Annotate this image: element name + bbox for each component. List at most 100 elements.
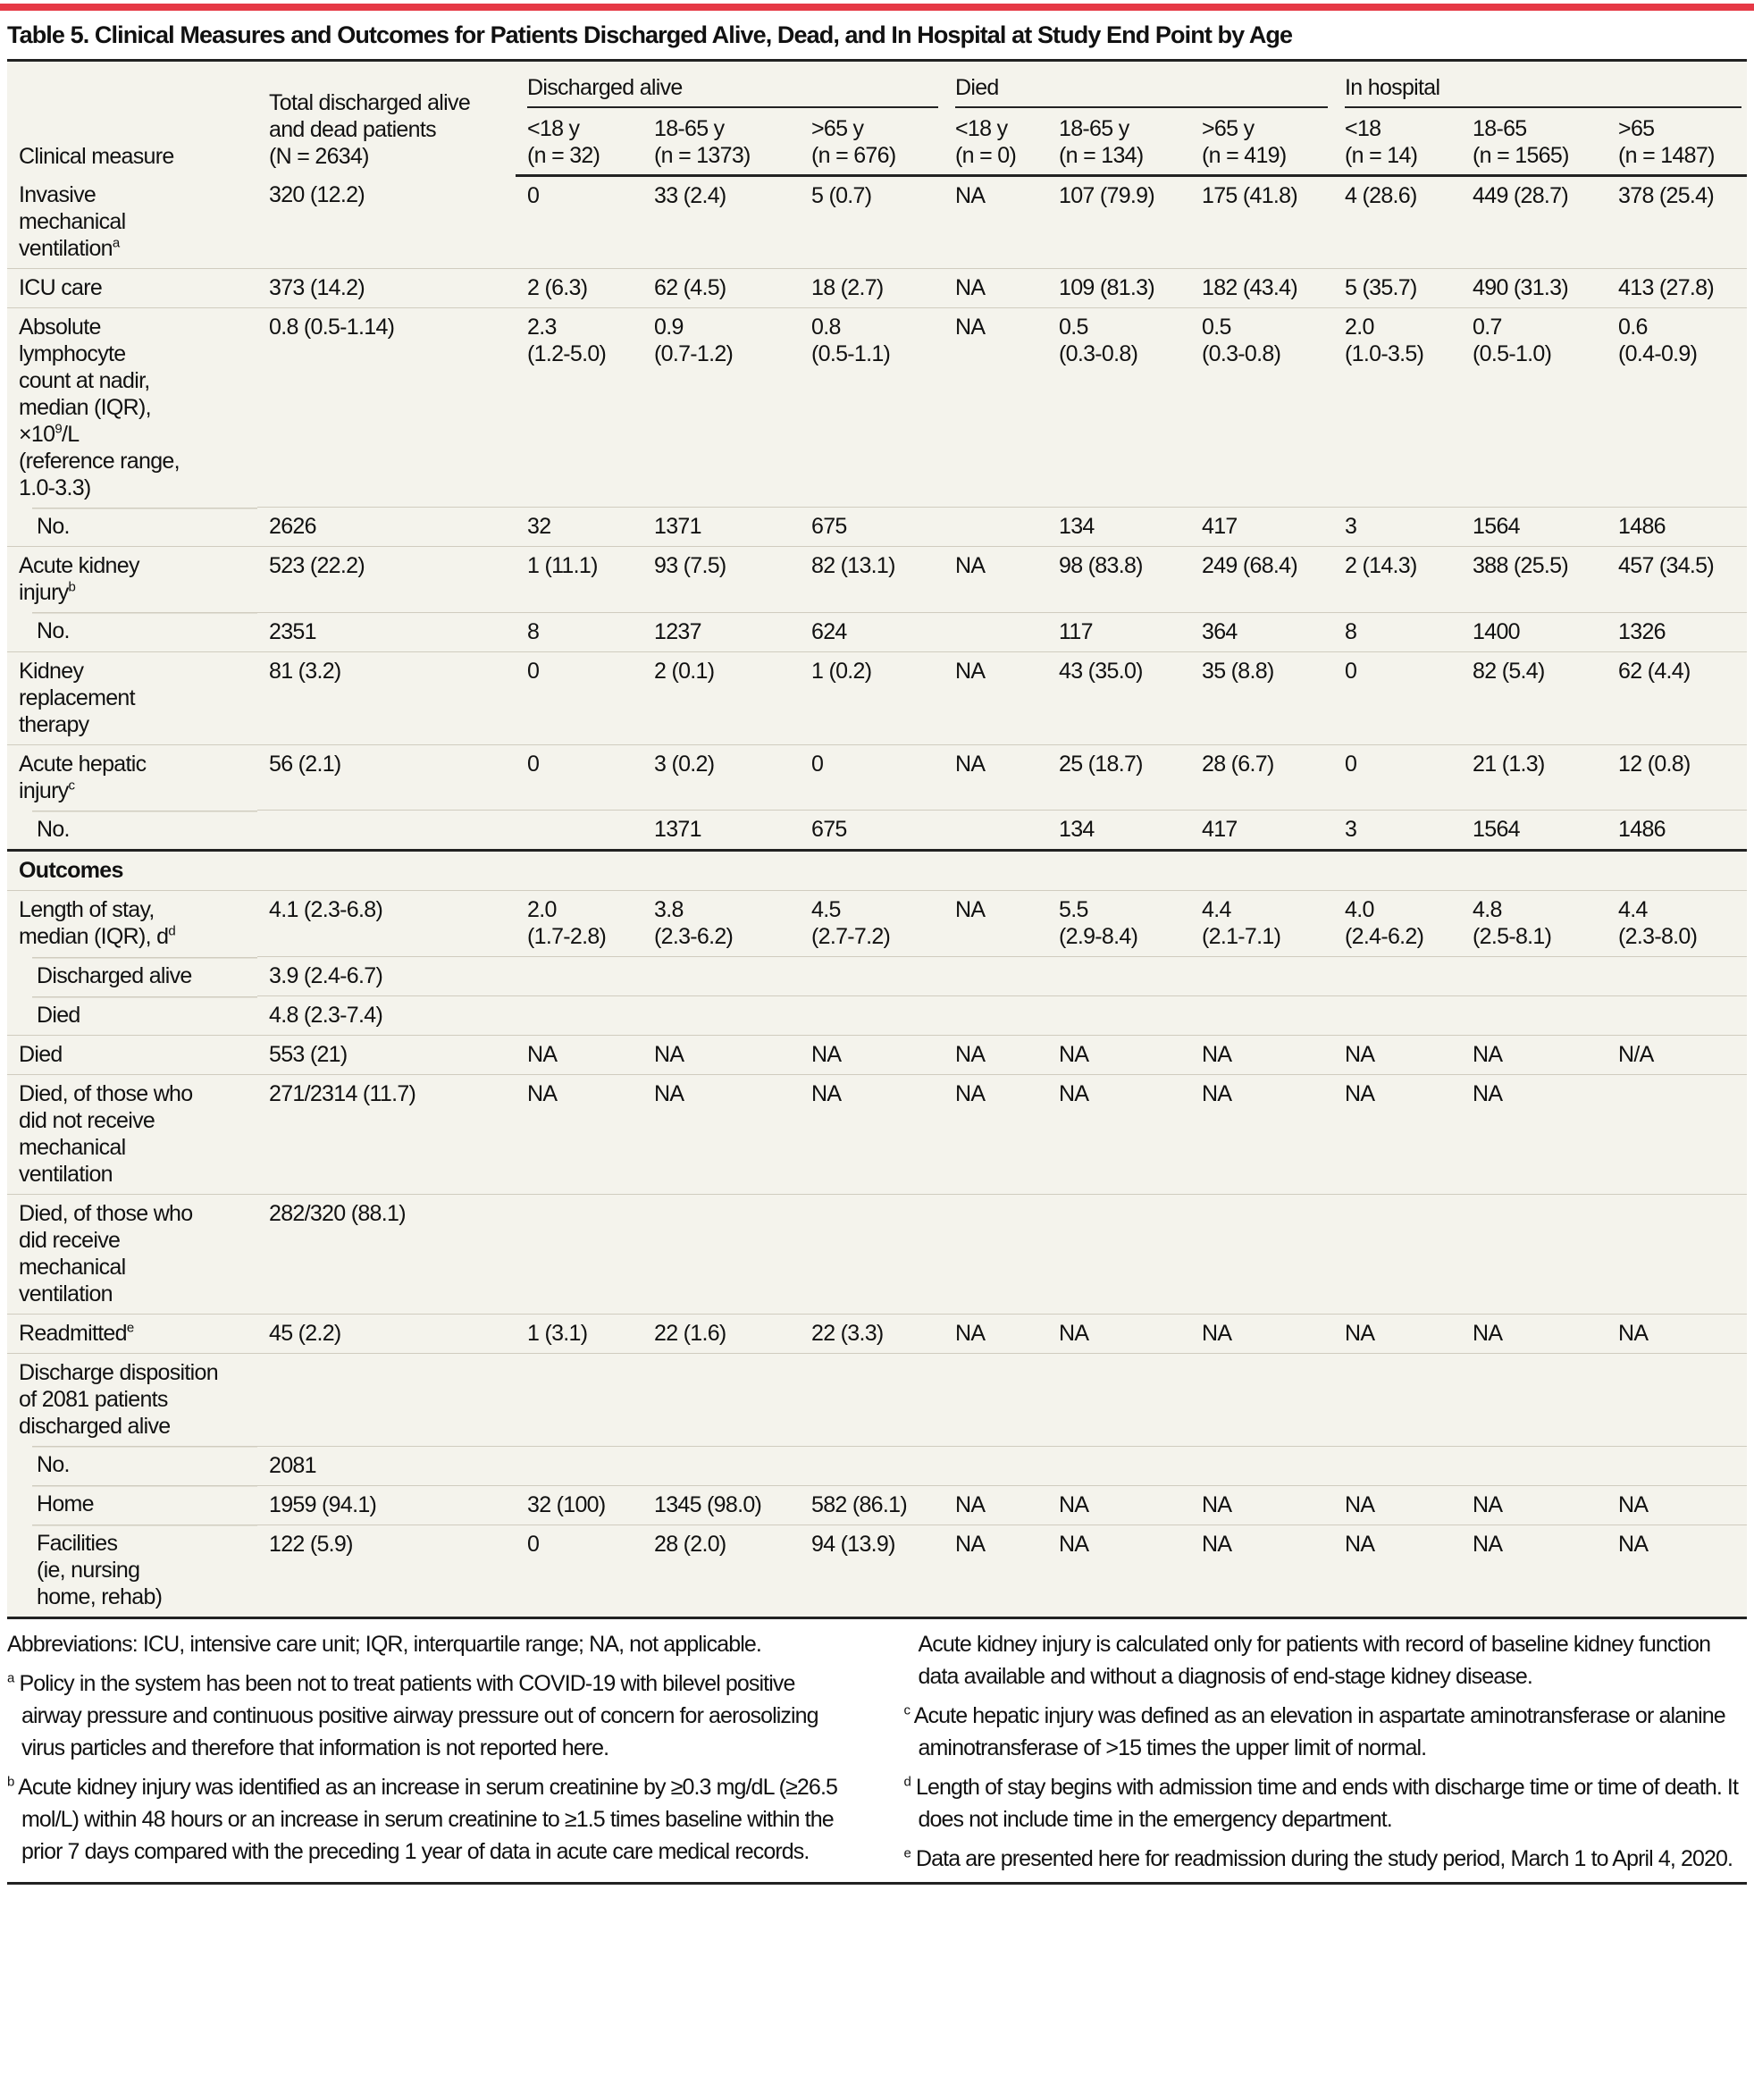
table-cell: 417: [1190, 507, 1334, 547]
row-label: Discharge disposition of 2081 patients d…: [7, 1353, 257, 1446]
row-label-text: No.: [37, 1452, 71, 1477]
table-cell: 81 (3.2): [257, 651, 516, 744]
table-cell: [516, 1445, 642, 1485]
footnote-marker: e: [903, 1845, 911, 1861]
table-cell: 675: [800, 810, 944, 851]
table-cell: 1400: [1461, 611, 1607, 651]
header-subcolumn: 18-65 (n = 1565): [1461, 112, 1607, 177]
row-label: Died: [7, 995, 257, 1036]
table-cell: [1047, 1445, 1191, 1485]
table-cell: 93 (7.5): [642, 546, 800, 612]
row-label: No.: [7, 1446, 257, 1485]
table-cell: 0: [516, 1524, 642, 1619]
table-cell: 0: [1333, 743, 1462, 811]
table-row: Length of stay, median (IQR), dd 4.1 (2.3…: [7, 890, 1748, 957]
row-label-text: /L (reference range, 1.0-3.3): [19, 421, 180, 500]
table-cell: 0: [1333, 651, 1462, 744]
table-row: Died, of those who did receive mechanica…: [7, 1194, 1748, 1315]
row-label-text: Acute hepatic injury: [19, 751, 147, 803]
table-cell: 175 (41.8): [1202, 183, 1298, 208]
table-cell: 5 (0.7): [811, 183, 872, 208]
abbreviations-note: Abbreviations: ICU, intensive care unit;…: [7, 1632, 762, 1657]
table-row: Acute hepatic injuryc 56 (2.1) 0 3 (0.2) 0 NA…: [7, 743, 1748, 811]
row-label: No.: [7, 810, 257, 851]
table-row: No. 2626 32 1371 675 134 417 3 1564 1486: [7, 507, 1748, 547]
table-cell: 523 (22.2): [257, 546, 516, 612]
table-cell: [1190, 1445, 1334, 1485]
table-cell: [516, 956, 642, 996]
table-cell: 12 (0.8): [1607, 743, 1748, 811]
footnote-marker: 9: [55, 421, 62, 437]
table-cell: [1333, 1445, 1462, 1485]
header-group-in-hospital: In hospital: [1333, 62, 1747, 112]
table-cell: [1461, 1445, 1607, 1485]
table-cell: 0: [516, 743, 642, 811]
header-subcolumn: 18-65 y (n = 134): [1047, 112, 1191, 177]
table-cell: NA: [1333, 1035, 1462, 1075]
table-cell: 2.3 (1.2-5.0): [516, 307, 642, 508]
table-cell: 0.5 (0.3-0.8): [1190, 307, 1334, 508]
table-cell: [944, 956, 1048, 996]
table-cell: 417: [1190, 810, 1334, 851]
table-cell: [516, 1353, 642, 1446]
table-cell: 62 (4.5): [642, 267, 800, 307]
table-cell: [1461, 1353, 1607, 1446]
table-cell: [1607, 956, 1748, 996]
table-cell: [257, 810, 516, 851]
row-label: Readmittede: [7, 1314, 257, 1354]
table-cell: NA: [1190, 1314, 1334, 1354]
row-label-text: Discharge disposition of 2081 patients d…: [19, 1360, 219, 1439]
table-cell: 32 (100): [516, 1484, 642, 1525]
table-row: Home 1959 (94.1) 32 (100) 1345 (98.0) 582 (8…: [7, 1484, 1748, 1525]
table-footnotes: Abbreviations: ICU, intensive care unit;…: [7, 1628, 1747, 1875]
bottom-rule: [7, 1882, 1747, 1885]
table-row: Readmittede 45 (2.2) 1 (3.1) 22 (1.6) 22 (3.…: [7, 1314, 1748, 1354]
table-cell: 4.1 (2.3-6.8): [257, 890, 516, 957]
table-cell: 1 (11.1): [516, 546, 642, 612]
row-label: Died, of those who did not receive mecha…: [7, 1074, 257, 1195]
table-row: ICU care 373 (14.2) 2 (6.3) 62 (4.5) 18 (2.7…: [7, 267, 1748, 307]
table-cell: 1326: [1607, 611, 1748, 651]
table-row: Died 553 (21) NA NA NA NA NA NA NA NA N/A: [7, 1035, 1748, 1075]
table-cell: 107 (79.9): [1059, 183, 1155, 208]
table-row: Died, of those who did not receive mecha…: [7, 1074, 1748, 1195]
header-subcolumn: >65 (n = 1487): [1607, 112, 1748, 177]
table-cell: NA: [944, 1314, 1048, 1354]
table-cell: 35 (8.8): [1190, 651, 1334, 744]
table-cell: [516, 995, 642, 1036]
table-cell: 4.5 (2.7-7.2): [800, 890, 944, 957]
table-container: Clinical measure Total discharged alive …: [7, 59, 1748, 1619]
table-cell: 1371: [642, 507, 800, 547]
table-cell: NA: [1333, 1074, 1462, 1195]
row-label: Kidney replacement therapy: [7, 651, 257, 744]
table-cell: [1190, 1194, 1334, 1315]
row-label: ICU care: [7, 267, 257, 307]
table-cell: 117: [1047, 611, 1191, 651]
header-clinical-measure: Clinical measure: [19, 143, 174, 169]
table-cell: NA: [1047, 1524, 1191, 1619]
table-cell: NA: [944, 1524, 1048, 1619]
table-cell: 134: [1047, 507, 1191, 547]
group-label: In hospital: [1345, 74, 1742, 108]
table-cell: [516, 810, 642, 851]
table-row: Discharge disposition of 2081 patients d…: [7, 1353, 1748, 1446]
table-cell: [944, 810, 1048, 851]
table-cell: 0.8 (0.5-1.14): [257, 307, 516, 508]
row-label: Died: [7, 1035, 257, 1075]
table-cell: NA: [800, 1035, 944, 1075]
footnote-marker: a: [7, 1670, 14, 1686]
table-cell: [800, 995, 944, 1036]
table-cell: 0: [527, 183, 540, 208]
table-cell: 0: [800, 743, 944, 811]
row-label-text: Died: [19, 1042, 63, 1067]
table-cell: NA: [1461, 1074, 1607, 1195]
table-cell: 2081: [257, 1445, 516, 1485]
footnote-marker: d: [903, 1774, 911, 1790]
table-cell: 1 (0.2): [800, 651, 944, 744]
header-group-discharged-alive: Discharged alive: [516, 62, 944, 112]
table-row: Kidney replacement therapy 81 (3.2) 0 2 (0.…: [7, 651, 1748, 744]
table-cell: NA: [944, 267, 1048, 307]
table-cell: 457 (34.5): [1607, 546, 1748, 612]
table-cell: 82 (13.1): [800, 546, 944, 612]
table-cell: [1607, 1074, 1748, 1195]
